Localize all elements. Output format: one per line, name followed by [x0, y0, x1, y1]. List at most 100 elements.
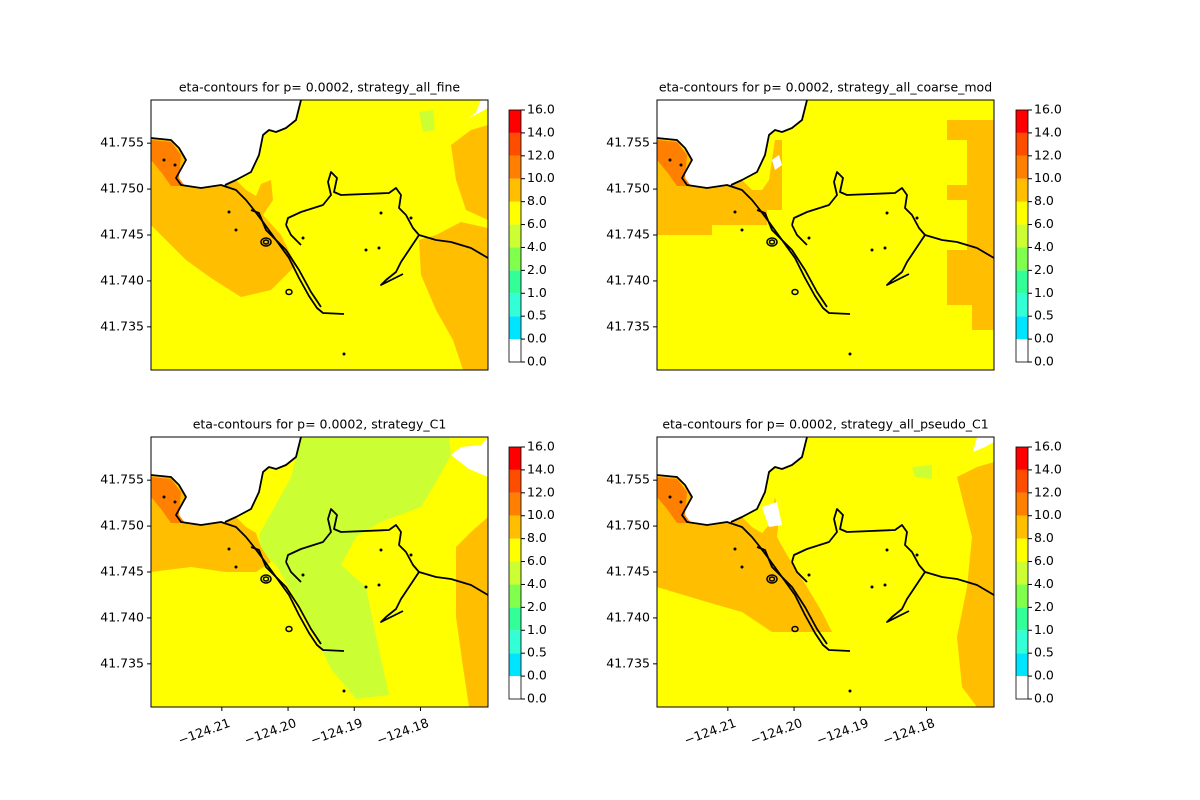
rock	[807, 573, 811, 577]
island	[285, 625, 293, 633]
colorbar-tick-label: 6.0	[1034, 216, 1054, 231]
colorbar-tick-label: 0.0	[1034, 354, 1054, 369]
island	[766, 237, 778, 247]
colorbar-segment	[1016, 110, 1028, 133]
colorbar-segment	[1016, 247, 1028, 271]
colorbar-segment	[1016, 584, 1028, 608]
colorbar-segment	[509, 339, 521, 362]
rock	[848, 689, 852, 693]
colorbar-tick-label: 6.0	[527, 216, 547, 231]
colorbar-frame	[508, 109, 522, 363]
colorbar-tick-label: 6.0	[1034, 553, 1054, 568]
colorbar-tick-label: 10.0	[1034, 170, 1062, 185]
y-tick-label: 41.750	[606, 181, 650, 196]
island	[768, 239, 776, 245]
colorbar-tick-label: 0.5	[527, 645, 547, 660]
y-tick-label: 41.735	[100, 655, 144, 670]
contour-region	[451, 437, 488, 477]
colorbar-frame	[508, 446, 522, 700]
colorbar: 0.0 0.0 0.5 1.0 2.0 4.0 6.0 8.0 10.0 12.0 14.0 16.0	[508, 439, 555, 706]
panel-title: eta-contours for p= 0.0002, strategy_C1	[193, 417, 447, 432]
colorbar-segment	[509, 247, 521, 271]
rock	[364, 585, 368, 589]
y-tick-label: 41.745	[100, 564, 144, 579]
colorbar-segment	[509, 676, 521, 699]
coastline	[285, 224, 302, 246]
colorbar: 0.0 0.0 0.5 1.0 2.0 4.0 6.0 8.0 10.0 12.0 14.0 16.0	[1015, 102, 1062, 369]
x-tick-label: −124.18	[375, 715, 431, 748]
colorbar-tick-label: 0.0	[527, 331, 547, 346]
coastline	[791, 171, 926, 286]
coastline	[151, 474, 345, 652]
y-tick-label: 41.745	[606, 227, 650, 242]
y-tick-label: 41.740	[606, 272, 650, 287]
island	[768, 576, 776, 582]
coastline	[418, 571, 488, 596]
colorbar-tick-label: 16.0	[527, 439, 555, 454]
rock	[377, 246, 381, 250]
colorbar-tick-label: 1.0	[1034, 622, 1054, 637]
rock	[915, 216, 919, 220]
contour-region	[762, 502, 782, 527]
colorbar-segment	[509, 132, 521, 156]
colorbar-segment	[509, 224, 521, 248]
colorbar-tick-label: 4.0	[1034, 576, 1054, 591]
coastline	[791, 508, 926, 623]
contour-region	[451, 125, 488, 220]
rock	[885, 211, 889, 215]
y-tick-label: 41.750	[100, 518, 144, 533]
contour-region	[151, 477, 185, 523]
colorbar-tick-label: 1.0	[1034, 285, 1054, 300]
coastline	[224, 100, 302, 186]
x-tick-label: −124.21	[682, 715, 738, 748]
coastline	[250, 546, 322, 645]
rock	[409, 216, 413, 220]
colorbar-segment	[1016, 293, 1028, 317]
island	[262, 576, 270, 582]
colorbar-segment	[1016, 132, 1028, 156]
colorbar-segment	[1016, 607, 1028, 631]
colorbar-segment	[1016, 224, 1028, 248]
colorbar: 0.0 0.0 0.5 1.0 2.0 4.0 6.0 8.0 10.0 12.0 14.0 16.0	[508, 102, 555, 369]
y-tick-label: 41.735	[100, 318, 144, 333]
colorbar-segment	[509, 447, 521, 470]
island	[260, 237, 272, 247]
colorbar-segment	[509, 561, 521, 585]
colorbar-segment	[509, 178, 521, 202]
rock	[870, 248, 874, 252]
rock	[668, 158, 672, 162]
island	[285, 288, 293, 296]
colorbar-tick-label: 0.0	[527, 354, 547, 369]
x-tick-label: −124.18	[881, 715, 937, 748]
colorbar-segment	[509, 630, 521, 654]
contour-region	[912, 465, 932, 479]
rock	[379, 548, 383, 552]
rock	[234, 565, 238, 569]
colorbar-tick-label: 0.5	[1034, 308, 1054, 323]
island	[262, 239, 270, 245]
y-tick-label: 41.740	[100, 272, 144, 287]
coastline	[285, 508, 420, 623]
colorbar-segment	[1016, 447, 1028, 470]
y-tick-label: 41.755	[100, 472, 144, 487]
colorbar-tick-label: 8.0	[1034, 530, 1054, 545]
colorbar-segment	[509, 492, 521, 516]
colorbar-tick-label: 2.0	[1034, 262, 1054, 277]
contour-region	[151, 138, 296, 297]
colorbar-segment	[509, 538, 521, 562]
colorbar-segment	[509, 584, 521, 608]
rock	[409, 553, 413, 557]
colorbar-tick-label: 14.0	[1034, 124, 1062, 139]
y-tick-label: 41.745	[100, 227, 144, 242]
colorbar-tick-label: 12.0	[527, 484, 555, 499]
coastline	[791, 561, 808, 583]
colorbar-tick-label: 0.0	[1034, 691, 1054, 706]
colorbar-segment	[509, 316, 521, 340]
colorbar-tick-label: 0.5	[1034, 645, 1054, 660]
y-tick-label: 41.755	[100, 135, 144, 150]
panel: eta-contours for p= 0.0002, strategy_all…	[606, 80, 995, 371]
rock	[234, 228, 238, 232]
colorbar-segment	[1016, 515, 1028, 539]
land	[657, 437, 807, 525]
